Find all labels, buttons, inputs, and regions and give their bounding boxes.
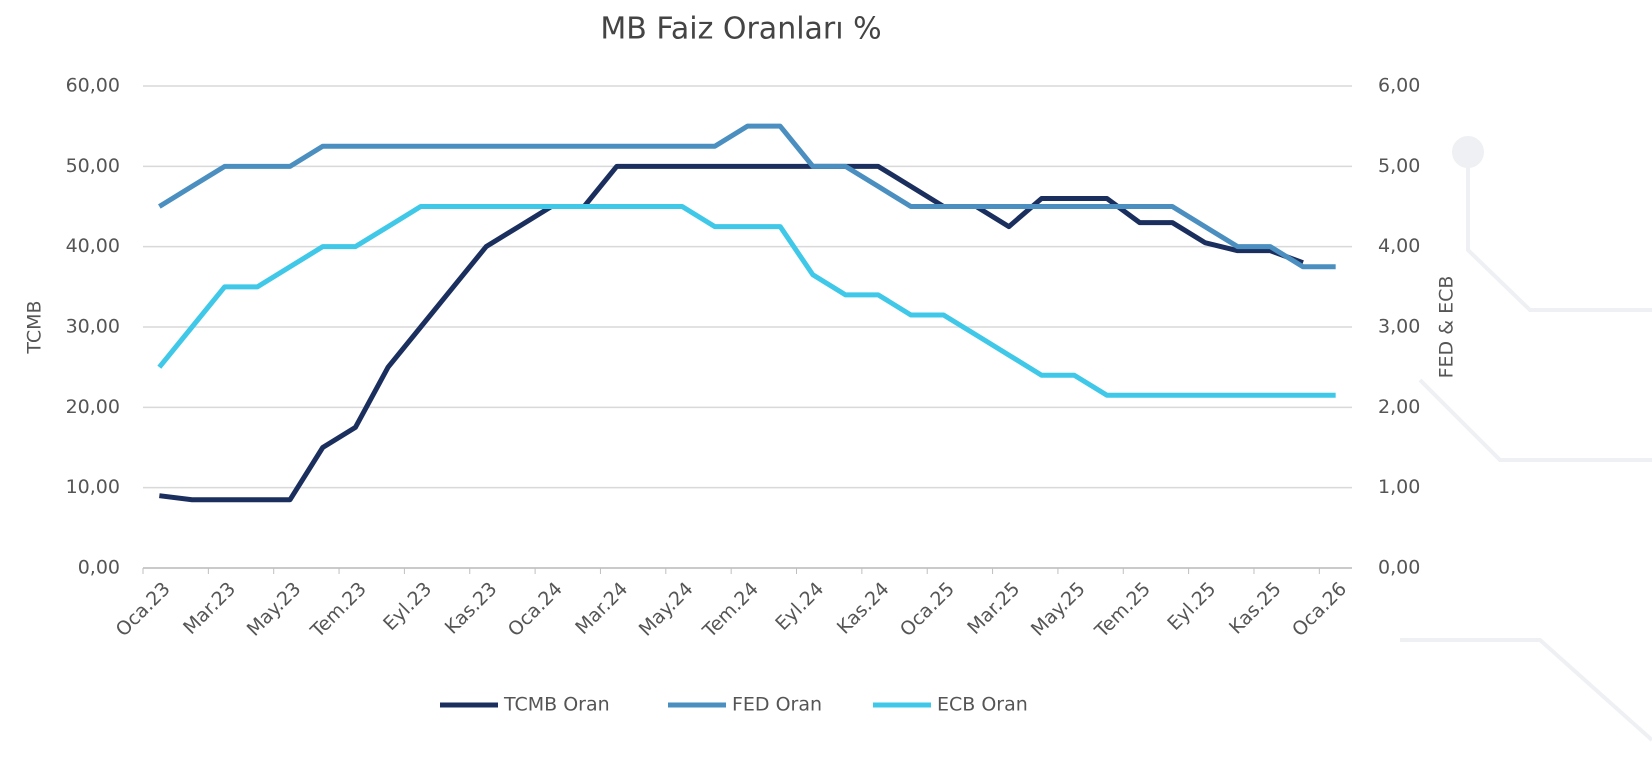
background-decoration	[1400, 136, 1652, 742]
x-tick-label: May.25	[1027, 578, 1090, 641]
x-tick-label: Oca.24	[504, 578, 567, 641]
chart-title: MB Faiz Oranları %	[600, 12, 881, 47]
y-tick-label: 0,00	[78, 557, 120, 579]
y2-tick-label: 3,00	[1378, 316, 1420, 338]
y-tick-label: 40,00	[66, 235, 120, 257]
y2-tick-label: 0,00	[1378, 557, 1420, 579]
x-tick-label: Tem.23	[306, 578, 371, 643]
y2-tick-label: 4,00	[1378, 235, 1420, 257]
series-line	[158, 123, 1336, 270]
x-tick-label: May.24	[635, 578, 698, 641]
y2-tick-label: 2,00	[1378, 396, 1420, 418]
x-tick-label: Mar.25	[963, 578, 1024, 639]
x-tick-label: Kas.23	[441, 578, 502, 639]
y-tick-label: 20,00	[66, 396, 120, 418]
y-tick-label: 10,00	[66, 476, 120, 498]
x-tick-label: Oca.26	[1288, 578, 1351, 641]
legend-label: FED Oran	[732, 694, 822, 716]
x-tick-label: Mar.24	[571, 578, 632, 639]
x-tick-label: Tem.25	[1090, 578, 1155, 643]
x-tick-label: Oca.23	[112, 578, 175, 641]
y2-tick-label: 1,00	[1378, 476, 1420, 498]
x-tick-label: Eyl.23	[379, 578, 436, 635]
x-tick-label: Mar.23	[179, 578, 240, 639]
y2-axis-label: FED & ECB	[1436, 276, 1458, 379]
x-tick-label: Kas.24	[833, 578, 894, 639]
legend-label: ECB Oran	[937, 694, 1028, 716]
y-tick-label: 30,00	[66, 316, 120, 338]
x-tick-label: May.23	[243, 578, 306, 641]
y2-tick-label: 6,00	[1378, 75, 1420, 97]
y2-tick-label: 5,00	[1378, 155, 1420, 177]
x-tick-label: Kas.25	[1225, 578, 1286, 639]
series-line	[157, 204, 1336, 398]
y-tick-label: 50,00	[66, 155, 120, 177]
series-line	[159, 163, 1304, 503]
x-tick-label: Eyl.24	[771, 578, 828, 635]
y-tick-label: 60,00	[66, 75, 120, 97]
y-axis-label: TCMB	[24, 300, 46, 354]
x-tick-label: Oca.25	[896, 578, 959, 641]
x-tick-label: Eyl.25	[1163, 578, 1220, 635]
legend-label: TCMB Oran	[503, 694, 610, 716]
x-tick-label: Tem.24	[698, 578, 763, 643]
